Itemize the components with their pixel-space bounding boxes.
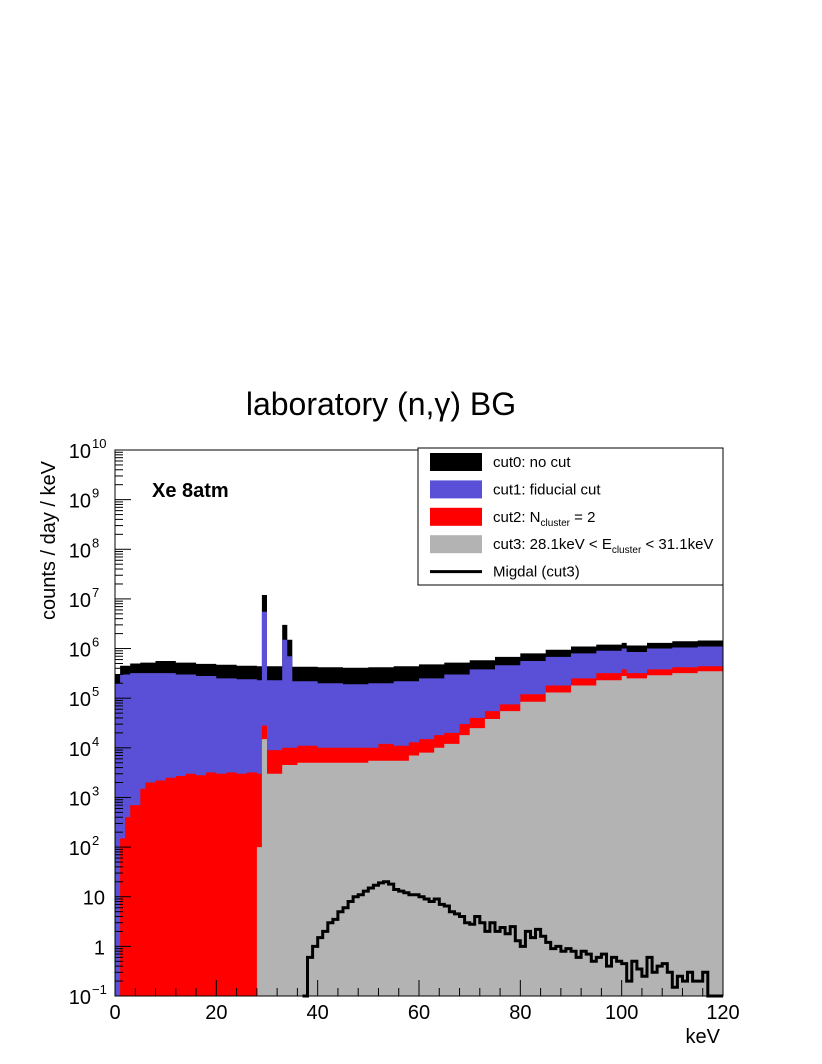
y-tick-base: 10 (69, 441, 91, 463)
series-cut3-area (256, 670, 723, 996)
y-tick-label: 10 3 (69, 783, 99, 810)
x-tick-label: 40 (307, 1002, 329, 1024)
y-tick-exponent: 8 (92, 535, 99, 550)
x-tick-label: 80 (509, 1002, 531, 1024)
y-tick-label: 10 2 (69, 833, 99, 860)
legend-label: Migdal (cut3) (493, 564, 580, 581)
x-tick-label: 120 (706, 1002, 739, 1024)
y-tick-exponent: 3 (92, 783, 99, 798)
x-tick-label: 100 (605, 1002, 638, 1024)
legend-swatch (430, 453, 482, 471)
y-tick-exponent: 2 (92, 833, 99, 848)
y-tick-base: 10 (69, 987, 91, 1009)
y-tick-base: 10 (69, 540, 91, 562)
legend-item-cut1: cut1: fiducial cut (430, 480, 601, 499)
legend-label: cut0: no cut (493, 454, 571, 471)
x-tick-label: 0 (109, 1002, 120, 1024)
y-tick-label: 10 −1 (69, 982, 107, 1009)
series-migdal-line (302, 880, 723, 998)
legend-swatch (430, 507, 482, 526)
legend-swatch (430, 480, 482, 499)
y-tick-exponent: 7 (92, 585, 99, 600)
legend-swatch (430, 535, 482, 554)
y-tick-base: 10 (69, 590, 91, 612)
x-tick-label: 20 (205, 1002, 227, 1024)
y-tick-exponent: 9 (92, 486, 99, 501)
y-tick-base: 10 (69, 838, 91, 860)
legend-item-cut2: cut2: Ncluster = 2 (430, 507, 595, 529)
y-tick-exponent: 4 (92, 734, 99, 749)
legend-item-cut0: cut0: no cut (430, 453, 571, 471)
y-tick-exponent: 10 (92, 436, 106, 451)
y-tick-base: 10 (83, 888, 105, 910)
y-tick-base: 1 (94, 937, 105, 959)
x-axis-label: keV (686, 1026, 721, 1048)
chart-title: laboratory (n,γ) BG (246, 386, 516, 422)
legend-label: cut1: fiducial cut (493, 481, 601, 498)
y-tick-base: 10 (69, 491, 91, 513)
y-tick-label: 10 8 (69, 535, 99, 562)
legend-label: cut2: Ncluster = 2 (493, 509, 595, 529)
x-tick-label: 60 (408, 1002, 430, 1024)
annotation-xe-8atm: Xe 8atm (152, 480, 229, 502)
y-tick-label: 10 10 (69, 436, 107, 463)
y-tick-exponent: 6 (92, 635, 99, 650)
legend-item-cut3: cut3: 28.1keV < Ecluster < 31.1keV (430, 535, 713, 556)
y-axis-label: counts / day / keV (38, 460, 60, 620)
series-fills (115, 595, 724, 996)
y-tick-label: 1 (94, 937, 105, 959)
legend-item-migdal: Migdal (cut3) (430, 564, 580, 581)
y-tick-exponent: −1 (92, 982, 107, 997)
y-tick-base: 10 (69, 739, 91, 761)
y-tick-base: 10 (69, 640, 91, 662)
series-lines (302, 880, 723, 998)
y-tick-label: 10 (83, 888, 105, 910)
y-tick-label: 10 5 (69, 684, 99, 711)
y-tick-base: 10 (69, 689, 91, 711)
legend: cut0: no cut cut1: fiducial cut cut2: Nclu… (417, 447, 724, 586)
y-tick-base: 10 (69, 788, 91, 810)
y-tick-label: 10 9 (69, 486, 99, 513)
y-tick-label: 10 6 (69, 635, 99, 662)
y-tick-exponent: 5 (92, 684, 99, 699)
y-tick-label: 10 7 (69, 585, 99, 612)
y-tick-label: 10 4 (69, 734, 99, 761)
legend-label: cut3: 28.1keV < Ecluster < 31.1keV (493, 536, 713, 556)
